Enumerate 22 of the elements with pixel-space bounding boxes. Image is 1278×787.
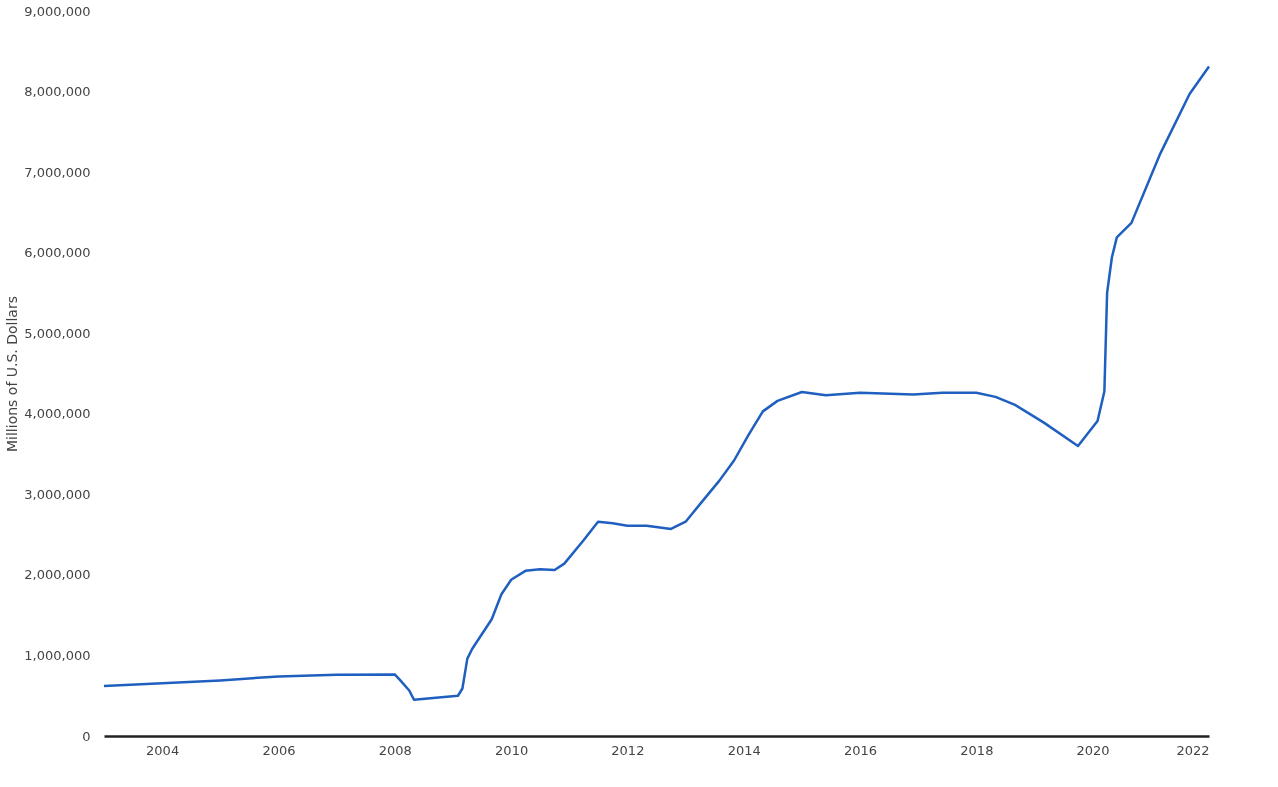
- y-tick-label: 7,000,000: [24, 164, 91, 180]
- x-tick-label: 2008: [378, 742, 412, 758]
- x-tick-label: 2014: [727, 742, 761, 758]
- line-series: [102, 65, 1211, 701]
- y-axis-title: Millions of U.S. Dollars: [4, 295, 21, 453]
- y-tick-label: 9,000,000: [24, 3, 91, 19]
- y-tick-label: 2,000,000: [24, 567, 91, 583]
- x-tick-label: 2020: [1076, 742, 1110, 758]
- y-tick-label: 0: [82, 728, 91, 744]
- x-tick-label: 2016: [843, 742, 878, 758]
- x-tick-label: 2004: [146, 742, 180, 758]
- y-tick-label: 8,000,000: [24, 84, 91, 100]
- x-tick-label: 2010: [495, 742, 529, 758]
- x-tick-label: 2022: [1176, 742, 1210, 758]
- y-tick-label: 6,000,000: [24, 245, 91, 261]
- y-tick-label: 1,000,000: [24, 647, 91, 663]
- y-tick-label: 4,000,000: [24, 406, 91, 422]
- x-tick-label: 2018: [960, 742, 994, 758]
- x-tick-label: 2006: [262, 742, 296, 758]
- x-tick-label: 2012: [611, 742, 645, 758]
- y-tick-label: 5,000,000: [24, 325, 91, 341]
- y-tick-label: 3,000,000: [24, 486, 91, 502]
